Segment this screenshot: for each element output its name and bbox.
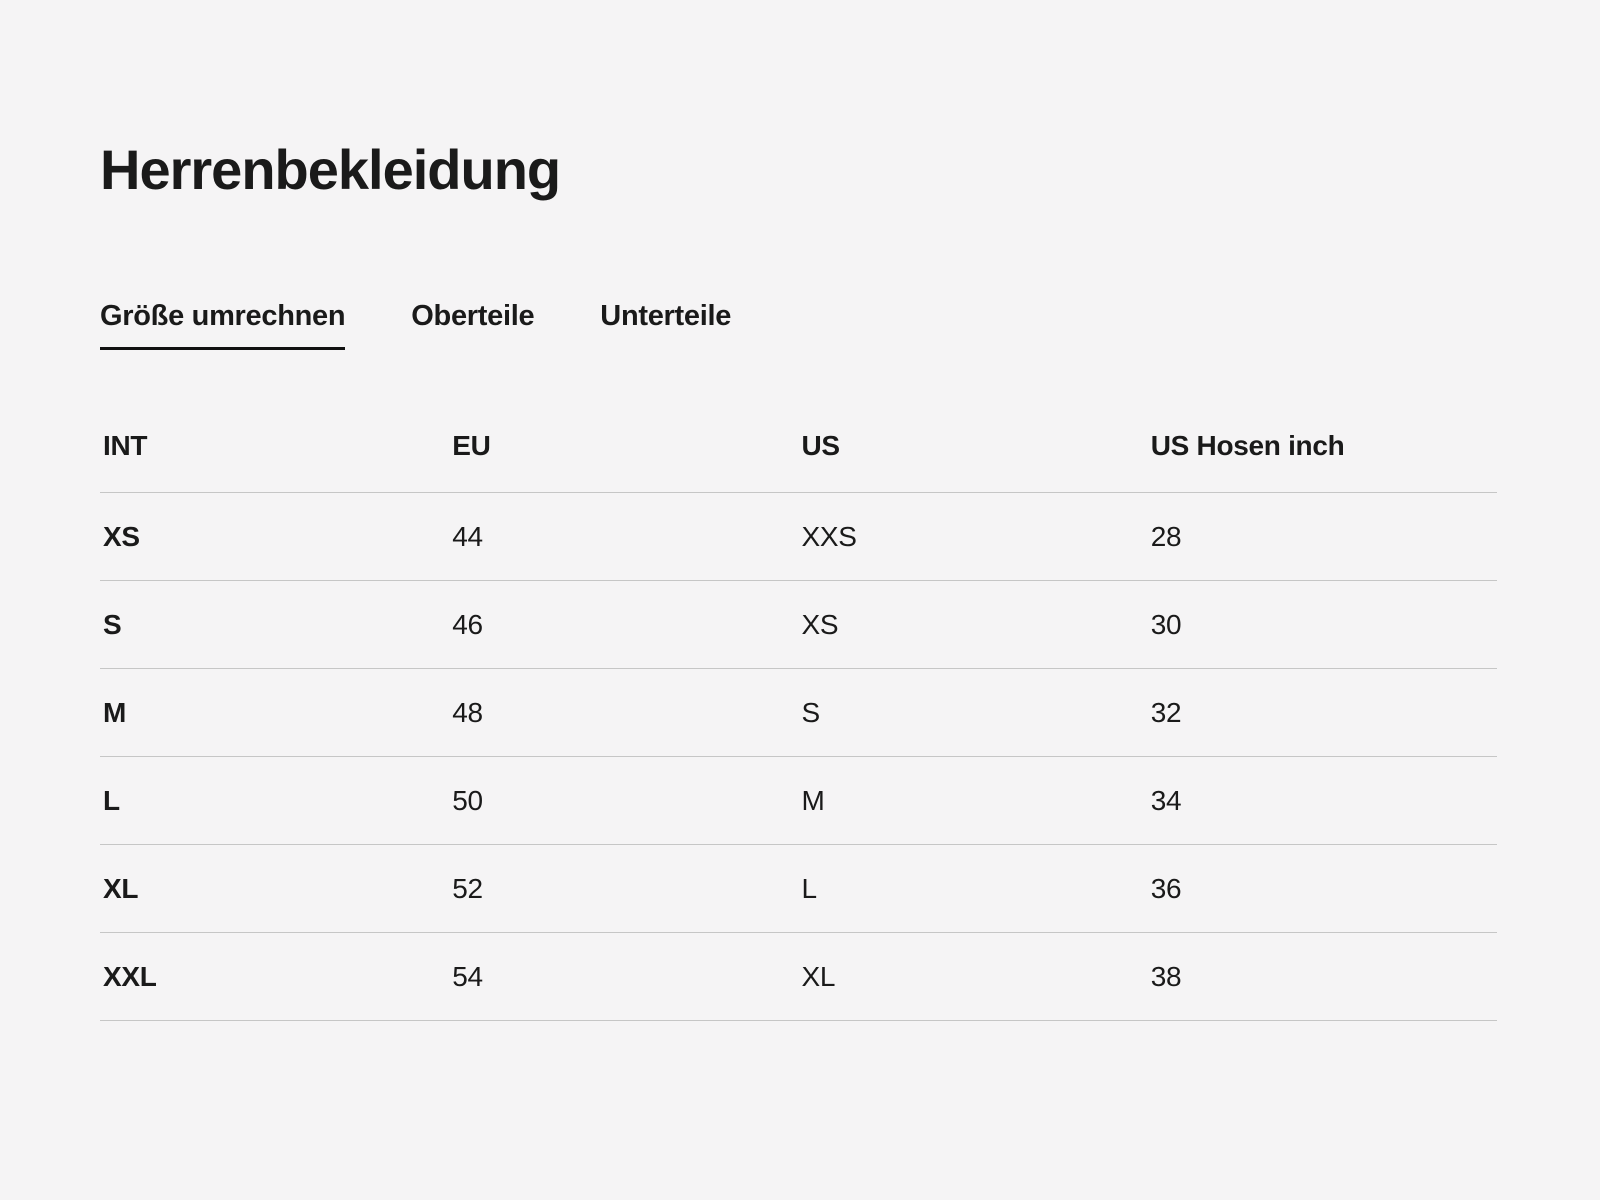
size-conversion-table: INT EU US US Hosen inch XS 44 XXS 28 S 46 XS 30 M 48… xyxy=(100,406,1497,1022)
size-guide-page: Herrenbekleidung Größe umrechnen Obertei… xyxy=(100,138,1497,1022)
table-row: XXL 54 XL 38 xyxy=(100,932,1497,1022)
table-cell-us: S xyxy=(798,668,1148,758)
table-header-row: INT EU US US Hosen inch xyxy=(100,406,1497,494)
table-cell-int: S xyxy=(100,580,450,670)
table-cell-us_hosen_inch: 34 xyxy=(1147,756,1497,846)
tab-bar: Größe umrechnen Oberteile Unterteile xyxy=(100,299,1497,351)
table-row: S 46 XS 30 xyxy=(100,580,1497,670)
table-cell-int: L xyxy=(100,756,450,846)
column-header-eu: EU xyxy=(449,406,799,494)
table-row: L 50 M 34 xyxy=(100,756,1497,846)
table-row: XL 52 L 36 xyxy=(100,844,1497,934)
table-header: INT EU US US Hosen inch xyxy=(100,406,1497,494)
column-header-us_hosen_inch: US Hosen inch xyxy=(1147,406,1497,494)
table-cell-us: M xyxy=(798,756,1148,846)
table-row: XS 44 XXS 28 xyxy=(100,492,1497,582)
table-cell-us_hosen_inch: 38 xyxy=(1147,932,1497,1022)
table-cell-us: XL xyxy=(798,932,1148,1022)
table-cell-int: M xyxy=(100,668,450,758)
table-cell-us: XXS xyxy=(798,492,1148,582)
table-cell-eu: 44 xyxy=(449,492,799,582)
table-cell-us_hosen_inch: 32 xyxy=(1147,668,1497,758)
table-cell-int: XXL xyxy=(100,932,450,1022)
table-cell-int: XL xyxy=(100,844,450,934)
table-cell-eu: 46 xyxy=(449,580,799,670)
table-cell-eu: 48 xyxy=(449,668,799,758)
table-row: M 48 S 32 xyxy=(100,668,1497,758)
table-body: XS 44 XXS 28 S 46 XS 30 M 48 S 32 L 50 M 34 XL 52 L 36 XXL 54… xyxy=(100,492,1497,1022)
table-cell-us_hosen_inch: 36 xyxy=(1147,844,1497,934)
table-cell-us_hosen_inch: 28 xyxy=(1147,492,1497,582)
table-cell-eu: 52 xyxy=(449,844,799,934)
table-cell-eu: 54 xyxy=(449,932,799,1022)
column-header-us: US xyxy=(798,406,1148,494)
table-cell-eu: 50 xyxy=(449,756,799,846)
table-cell-us_hosen_inch: 30 xyxy=(1147,580,1497,670)
page-title: Herrenbekleidung xyxy=(100,138,561,201)
table-cell-us: XS xyxy=(798,580,1148,670)
table-cell-int: XS xyxy=(100,492,450,582)
tab-oberteile[interactable]: Oberteile xyxy=(411,300,535,333)
tab-unterteile[interactable]: Unterteile xyxy=(600,300,732,333)
table-cell-us: L xyxy=(798,844,1148,934)
column-header-int: INT xyxy=(100,406,450,494)
tab-groesse-umrechnen[interactable]: Größe umrechnen xyxy=(100,299,346,351)
